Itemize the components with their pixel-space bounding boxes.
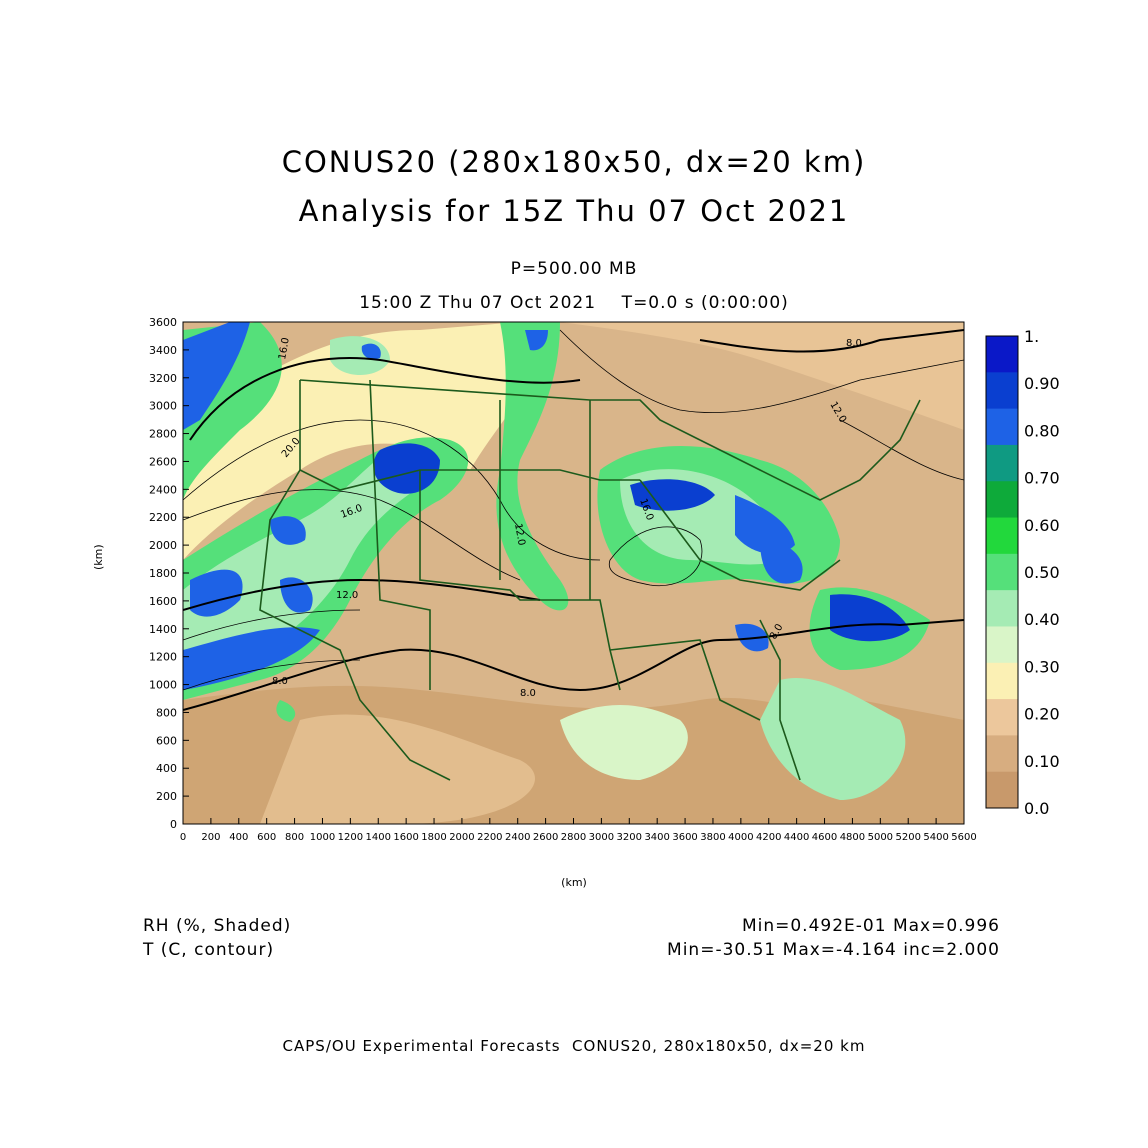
x-tick-label: 400 (229, 832, 248, 843)
x-tick-label: 1000 (310, 832, 335, 843)
x-tick-label: 4600 (812, 832, 837, 843)
contour-label: 16.0 (277, 337, 292, 361)
x-tick-label: 4000 (728, 832, 753, 843)
valid-time: 15:00 Z Thu 07 Oct 2021 T=0.0 s (0:00:00… (359, 293, 789, 313)
colorbar-label: 1. (1024, 327, 1039, 346)
colorbar-label: 0.0 (1024, 799, 1049, 818)
x-tick-label: 2400 (505, 832, 530, 843)
contour-field-name: T (C, contour) (143, 940, 275, 960)
x-tick-label: 600 (257, 832, 276, 843)
y-tick-label: 2200 (149, 511, 177, 524)
x-tick-label: 3200 (617, 832, 642, 843)
x-tick-label: 4400 (784, 832, 809, 843)
rh-shading (183, 322, 964, 824)
x-tick-label: 5200 (895, 832, 920, 843)
y-tick-label: 1400 (149, 623, 177, 636)
x-tick-label: 3400 (644, 832, 669, 843)
x-tick-label: 1800 (421, 832, 446, 843)
colorbar-swatch (986, 553, 1018, 591)
y-tick-label: 0 (170, 818, 177, 831)
x-tick-label: 1400 (366, 832, 391, 843)
colorbar-swatch (986, 771, 1018, 809)
x-tick-label: 800 (285, 832, 304, 843)
colorbar-swatch (986, 481, 1018, 519)
y-axis-label: (km) (92, 544, 105, 570)
x-axis-label: (km) (561, 876, 587, 889)
colorbar-frame (985, 335, 1019, 809)
contour-label: 8.0 (846, 338, 862, 349)
x-tick-label: 5000 (868, 832, 893, 843)
x-tick-label: 0 (180, 832, 186, 843)
colorbar-label: 0.40 (1024, 610, 1060, 629)
x-tick-label: 200 (201, 832, 220, 843)
y-tick-label: 2400 (149, 483, 177, 496)
colorbar-swatch (986, 699, 1018, 736)
y-tick-label: 600 (156, 734, 177, 747)
contour-label: 8.0 (272, 676, 288, 687)
contour-label: 12.0 (512, 523, 527, 547)
x-tick-label: 2000 (449, 832, 474, 843)
colorbar-swatch (986, 517, 1018, 555)
shaded-field-name: RH (%, Shaded) (143, 916, 292, 936)
y-tick-label: 200 (156, 790, 177, 803)
x-tick-label: 4200 (756, 832, 781, 843)
colorbar-label: 0.60 (1024, 516, 1060, 535)
colorbar-swatch (986, 336, 1018, 373)
colorbar: 0.0 0.10 0.20 0.30 0.40 0.50 0.60 0.70 0.80 0.90 1… (985, 327, 1060, 818)
colorbar-swatch (986, 735, 1018, 773)
plot-subtitle: Analysis for 15Z Thu 07 Oct 2021 (298, 194, 850, 228)
colorbar-label: 0.80 (1024, 421, 1060, 440)
y-tick-label: 2800 (149, 428, 177, 441)
x-tick-label: 3800 (700, 832, 725, 843)
colorbar-label: 0.50 (1024, 563, 1060, 582)
colorbar-label: 0.10 (1024, 752, 1060, 771)
x-tick-label: 3600 (672, 832, 697, 843)
temperature-contours (183, 329, 964, 711)
x-tick-label: 2800 (561, 832, 586, 843)
colorbar-label: 0.70 (1024, 469, 1060, 488)
contour-field-stats: Min=-30.51 Max=-4.164 inc=2.000 (667, 940, 1000, 960)
y-tick-label: 3600 (149, 316, 177, 329)
y-tick-label: 2000 (149, 539, 177, 552)
colorbar-swatch (986, 626, 1018, 664)
y-tick-label: 3000 (149, 400, 177, 413)
y-tick-label: 3200 (149, 372, 177, 385)
y-tick-label: 1200 (149, 651, 177, 664)
shaded-field-stats: Min=0.492E-01 Max=0.996 (741, 916, 1000, 936)
colorbar-swatch (986, 372, 1018, 410)
colorbar-swatch (986, 408, 1018, 446)
colorbar-swatch (986, 590, 1018, 627)
y-tick-label: 1600 (149, 595, 177, 608)
colorbar-swatch (986, 444, 1018, 482)
y-tick-label: 1800 (149, 567, 177, 580)
x-axis: 0 200 400 600 800 1000 1200 1400 1600 1800 2000 220… (180, 818, 977, 843)
x-tick-label: 2600 (533, 832, 558, 843)
y-tick-label: 400 (156, 762, 177, 775)
x-tick-label: 4800 (840, 832, 865, 843)
x-tick-label: 5400 (923, 832, 948, 843)
pressure-level: P=500.00 MB (510, 259, 638, 279)
colorbar-label: 0.20 (1024, 705, 1060, 724)
y-tick-label: 3400 (149, 344, 177, 357)
footer-credit: CAPS/OU Experimental Forecasts CONUS20, … (282, 1037, 866, 1055)
y-tick-label: 1000 (149, 679, 177, 692)
x-tick-label: 5600 (951, 832, 976, 843)
x-tick-label: 1600 (393, 832, 418, 843)
contour-label: 8.0 (520, 688, 536, 699)
x-tick-label: 3000 (589, 832, 614, 843)
x-tick-label: 2200 (477, 832, 502, 843)
contour-label: 12.0 (336, 590, 358, 601)
x-tick-label: 1200 (338, 832, 363, 843)
y-axis: 0 200 400 600 800 1000 1200 1400 1600 1800 2000 220… (149, 316, 189, 831)
colorbar-label: 0.90 (1024, 374, 1060, 393)
y-tick-label: 2600 (149, 455, 177, 468)
y-tick-label: 800 (156, 706, 177, 719)
state-boundaries (259, 379, 921, 781)
colorbar-swatch (986, 662, 1018, 700)
colorbar-label: 0.30 (1024, 657, 1060, 676)
plot-title: CONUS20 (280x180x50, dx=20 km) (281, 145, 867, 179)
